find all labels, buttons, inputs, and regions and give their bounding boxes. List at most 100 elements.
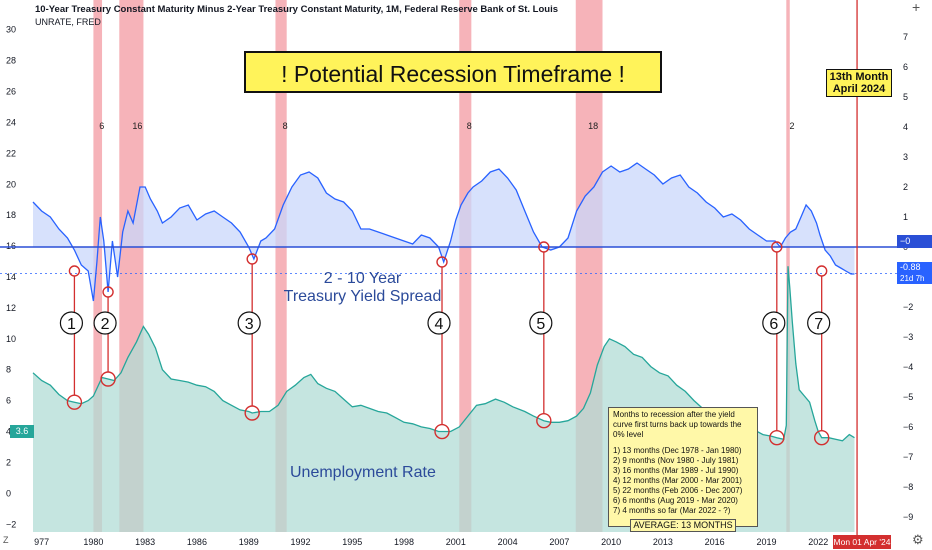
- marker-circle-top: [815, 265, 828, 277]
- x-tick-label: 2001: [446, 537, 466, 547]
- left-tick-label: −2: [6, 519, 16, 529]
- left-tick-label: 14: [6, 272, 16, 282]
- current-badge: -0.88 21d 7h: [897, 262, 932, 284]
- right-tick-label: 2: [903, 182, 908, 192]
- left-tick-label: 0: [6, 488, 11, 498]
- unemployment-label: Unemployment Rate: [290, 464, 436, 481]
- info-lines: 1) 13 months (Dec 1978 - Jan 1980) 2) 9 m…: [613, 446, 753, 516]
- spread-label: 2 - 10 Year Treasury Yield Spread: [270, 270, 455, 306]
- info-line: 7) 4 months so far (Mar 2022 - ?): [613, 506, 731, 515]
- x-tick-label: 2004: [498, 537, 518, 547]
- x-tick-label: 1986: [187, 537, 207, 547]
- spread-fill: [33, 163, 855, 301]
- recession-duration-label: 8: [467, 121, 472, 131]
- recession-band: [275, 0, 287, 532]
- right-tick-label: 3: [903, 152, 908, 162]
- x-tick-label: 1992: [290, 537, 310, 547]
- marker-number-circle: [237, 311, 261, 335]
- right-tick-label: −3: [903, 332, 913, 342]
- recession-band: [93, 0, 103, 532]
- left-tick-label: 22: [6, 148, 16, 158]
- marker-circle-top: [771, 241, 783, 253]
- left-tick-label: 10: [6, 334, 16, 344]
- marker-number: 5: [536, 316, 545, 333]
- right-tick-label: −7: [903, 452, 913, 462]
- marker-number-circle: [93, 311, 117, 335]
- marker-number-circle: [59, 311, 84, 335]
- right-tick-label: −6: [903, 422, 913, 432]
- x-tick-label: 1995: [342, 537, 362, 547]
- x-tick-label: 1998: [394, 537, 414, 547]
- target-box-line2: April 2024: [832, 83, 886, 95]
- right-tick-label: −4: [903, 362, 913, 372]
- right-tick-label: −5: [903, 392, 913, 402]
- x-axis: 977 1980 1983 1986 1989 1992 1995 1998 2001 2004 2…: [34, 537, 828, 547]
- x-tick-label: 2007: [549, 537, 569, 547]
- recession-duration-label: 6: [99, 121, 104, 131]
- left-tick-label: 12: [6, 303, 16, 313]
- right-tick-label: −9: [903, 512, 913, 522]
- marker-circle-top: [68, 265, 81, 277]
- marker-number: 3: [245, 316, 254, 333]
- recession-band: [786, 0, 790, 532]
- unemployment-badge: 3.6: [10, 425, 34, 438]
- gear-icon[interactable]: ⚙: [912, 532, 924, 547]
- left-tick-label: 4: [6, 427, 11, 437]
- x-tick-label: 1989: [239, 537, 259, 547]
- x-tick-label: 1980: [83, 537, 103, 547]
- current-badge-value: -0.88: [900, 262, 921, 272]
- info-line: 1) 13 months (Dec 1978 - Jan 1980): [613, 446, 742, 455]
- target-box-line1: 13th Month: [829, 71, 889, 83]
- marker-circle-bottom: [536, 413, 552, 429]
- zoom-icon[interactable]: Z: [3, 535, 9, 545]
- zero-badge-value: 0: [905, 236, 911, 246]
- marker-circle-bottom: [244, 405, 260, 421]
- info-line: 4) 12 months (Mar 2000 - Mar 2001): [613, 476, 742, 485]
- plus-icon[interactable]: +: [912, 0, 921, 15]
- left-tick-label: 8: [6, 365, 11, 375]
- right-tick-label: −2: [903, 302, 913, 312]
- right-tick-label: 5: [903, 92, 908, 102]
- left-tick-label: 18: [6, 210, 16, 220]
- info-line: 5) 22 months (Feb 2006 - Dec 2007): [613, 486, 743, 495]
- marker-circle-bottom: [769, 430, 785, 446]
- left-tick-label: 16: [6, 241, 16, 251]
- info-box: Months to recession after the yield curv…: [608, 407, 758, 527]
- countdown-value: 21d 7h: [900, 274, 925, 283]
- x-tick-label: 2016: [705, 537, 725, 547]
- left-tick-label: 2: [6, 457, 11, 467]
- info-line: 6) 6 months (Aug 2019 - Mar 2020): [613, 496, 738, 505]
- recession-duration-label: 2: [790, 121, 795, 131]
- zero-badge: −0: [897, 235, 932, 248]
- marker-circle-top: [436, 256, 448, 268]
- info-line: 3) 16 months (Mar 1989 - Jul 1990): [613, 466, 739, 475]
- marker-circle-top: [102, 286, 114, 298]
- x-tick-label: 2010: [601, 537, 621, 547]
- right-tick-label: 6: [903, 62, 908, 72]
- recession-duration-label: 8: [283, 121, 288, 131]
- marker-circle-bottom: [813, 430, 830, 446]
- target-box: 13th Month April 2024: [826, 69, 892, 97]
- recession-duration-label: 18: [588, 121, 598, 131]
- spread-line: [32, 162, 855, 302]
- info-line: 2) 9 months (Nov 1980 - July 1981): [613, 456, 739, 465]
- right-tick-label: −8: [903, 482, 913, 492]
- spread-label-line1: 2 - 10 Year: [323, 270, 402, 287]
- marker-circle-top: [246, 253, 258, 265]
- left-tick-label: 6: [6, 396, 11, 406]
- marker-circle-bottom: [100, 371, 116, 387]
- left-tick-label: 24: [6, 117, 16, 127]
- spread-label-line2: Treasury Yield Spread: [283, 288, 442, 305]
- banner: ! Potential Recession Timeframe !: [244, 51, 662, 93]
- marker-number: 4: [435, 316, 444, 333]
- right-tick-label: 7: [903, 32, 908, 42]
- left-tick-label: 28: [6, 56, 16, 66]
- marker-number: 1: [67, 316, 76, 333]
- left-tick-label: 30: [6, 25, 16, 35]
- spread-series: [32, 162, 855, 302]
- x-tick-label: 2013: [653, 537, 673, 547]
- marker-number: 7: [814, 316, 823, 333]
- x-tick-label: 2022: [808, 537, 828, 547]
- info-heading: Months to recession after the yield curv…: [613, 410, 742, 439]
- chart-title: 10-Year Treasury Constant Maturity Minus…: [35, 4, 559, 15]
